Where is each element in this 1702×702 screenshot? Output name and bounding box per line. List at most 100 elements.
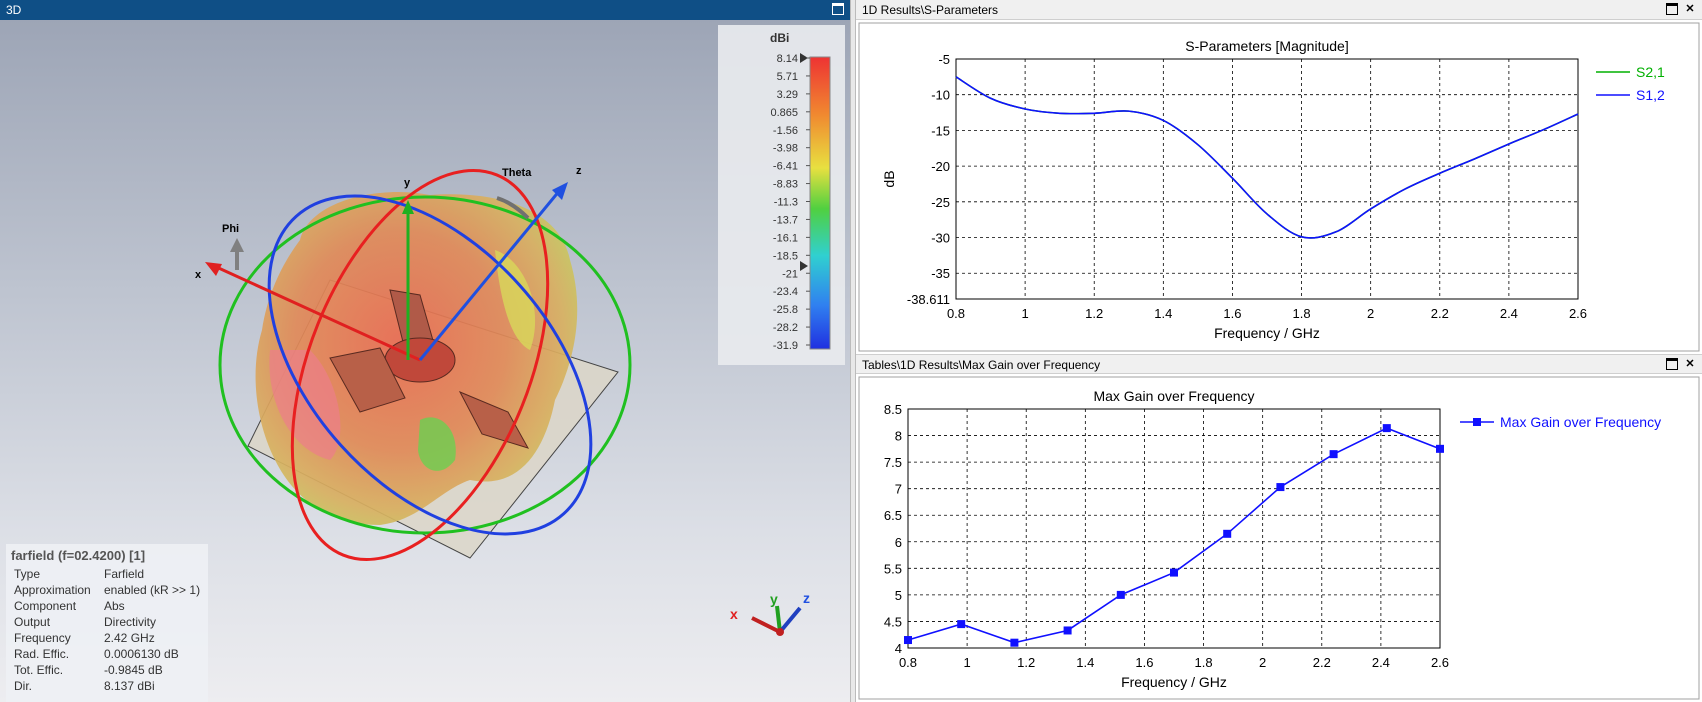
axis-label-x: x (195, 269, 202, 281)
x-tick-label: 0.8 (947, 306, 965, 321)
info-value: 8.137 dBi (104, 679, 155, 693)
x-tick-label: 2.6 (1431, 655, 1449, 670)
maxgain-panel-title: Tables\1D Results\Max Gain over Frequenc… (862, 358, 1101, 372)
y-tick-label: -35 (931, 266, 950, 281)
data-point (1436, 444, 1444, 453)
y-axis-label: dB (881, 170, 897, 187)
pattern-lobe (269, 350, 341, 460)
legend-marker-mid (800, 261, 808, 271)
info-value: -0.9845 dB (104, 663, 163, 677)
farfield-3d-view[interactable]: x y z Phi Theta x y z dBi 8.1 (0, 20, 850, 702)
farfield-info-box: farfield (f=02.4200) [1] Type Farfield App… (6, 544, 208, 702)
x-tick-label: 1.6 (1223, 306, 1241, 321)
x-tick-label: 1.4 (1154, 306, 1172, 321)
orientation-triad[interactable]: x y z (730, 590, 810, 636)
info-row: Component Abs (6, 598, 208, 614)
x-tick-label: 2.2 (1431, 306, 1449, 321)
info-row: Frequency 2.42 GHz (6, 630, 208, 646)
y-tick-label: -38.611 (907, 292, 950, 307)
color-legend-bar: dBi 8.14 5.71 3.29 0.865 -1.56 -3.98 -6.41 -8.8… (770, 31, 831, 352)
legend-tick-label: 3.29 (777, 89, 798, 101)
legend-entry: Max Gain over Frequency (1500, 414, 1661, 430)
phi-circle (218, 195, 632, 535)
legend-tick-label: -18.5 (773, 250, 798, 262)
x-tick-label: 2.6 (1569, 306, 1587, 321)
theta-arrow (496, 196, 530, 220)
axis-label-z: z (576, 165, 582, 177)
legend-marker-top (800, 53, 808, 63)
legend-tick-label: 5.71 (777, 71, 798, 83)
close-icon[interactable]: ✕ (1685, 3, 1695, 15)
legend-tick-label: -21 (782, 268, 798, 280)
x-tick-label: 1.4 (1076, 655, 1094, 670)
maxgain-chart[interactable]: Max Gain over Frequency 0.8 1 1.2 1.4 1.6 1.8 2… (856, 374, 1702, 702)
data-point (1170, 568, 1178, 577)
legend-tick-label: -16.1 (773, 232, 798, 244)
y-axis-arrow (402, 200, 414, 214)
info-row: Dir. 8.137 dBi (6, 678, 208, 694)
theta-circle (290, 169, 550, 561)
blue-circle (267, 194, 593, 536)
axis-label-theta: Theta (502, 167, 532, 179)
info-value: 2.42 GHz (104, 631, 155, 645)
maximize-icon[interactable] (1666, 358, 1678, 370)
close-icon[interactable]: ✕ (1685, 358, 1695, 370)
info-row: Rad. Effic. 0.0006130 dB (6, 646, 208, 662)
y-tick-label: 4.5 (884, 614, 902, 629)
panel-divider[interactable] (850, 0, 856, 702)
plot-area (907, 408, 1441, 649)
data-point (1116, 590, 1125, 599)
y-tick-label: 6.5 (884, 508, 902, 523)
color-gradient-bar (809, 56, 831, 350)
plot-area (955, 58, 1579, 300)
info-key: Frequency (14, 631, 71, 645)
x-tick-label: 1.2 (1017, 655, 1035, 670)
y-tick-label: 8 (895, 429, 902, 444)
legend-tick-label: -13.7 (773, 214, 798, 226)
info-value: Abs (104, 599, 125, 613)
maximize-icon[interactable] (832, 3, 844, 15)
y-tick-label: 7.5 (884, 455, 902, 470)
data-point (1063, 626, 1072, 635)
legend-unit: dBi (770, 31, 789, 45)
data-point (904, 636, 912, 645)
legend-tick-label: -25.8 (773, 304, 798, 316)
info-row: Output Directivity (6, 614, 208, 630)
triad-label-z: z (803, 590, 810, 606)
info-value: 0.0006130 dB (104, 647, 179, 661)
data-point (1010, 638, 1019, 647)
x-tick-label: 0.8 (899, 655, 917, 670)
legend-entry: S2,1 (1636, 64, 1665, 80)
maxgain-titlebar: Tables\1D Results\Max Gain over Frequenc… (856, 354, 1702, 374)
x-tick-label: 1 (963, 655, 970, 670)
data-point (1329, 450, 1338, 459)
info-key: Dir. (14, 679, 32, 693)
info-value: Directivity (104, 615, 157, 629)
panel-max-gain: Tables\1D Results\Max Gain over Frequenc… (856, 354, 1702, 702)
data-point (957, 620, 966, 629)
chart-frame (858, 22, 1700, 352)
y-tick-label: 5 (895, 588, 902, 603)
maximize-icon[interactable] (1666, 3, 1678, 15)
y-tick-label: 6 (895, 535, 902, 550)
info-row: Tot. Effic. -0.9845 dB (6, 662, 208, 678)
z-axis-arrow (552, 182, 568, 200)
x-tick-label: 1 (1021, 306, 1028, 321)
sparam-chart[interactable]: S-Parameters [Magnitude] 0.8 1 1.2 1.4 1.6 1.8… (856, 20, 1702, 354)
x-axis-label: Frequency / GHz (1214, 325, 1320, 341)
sparam-panel-title: 1D Results\S-Parameters (862, 3, 999, 17)
x-axis-line (211, 263, 421, 362)
info-key: Type (14, 567, 41, 581)
y-tick-label: -25 (931, 195, 950, 210)
x-tick-label: 2.4 (1372, 655, 1390, 670)
info-key: Approximation (14, 583, 91, 597)
pattern-yellow-patch (495, 250, 536, 350)
series-line (955, 76, 1579, 239)
x-tick-label: 2 (1367, 306, 1374, 321)
x-tick-label: 1.6 (1135, 655, 1153, 670)
legend-tick-label: -11.3 (774, 197, 798, 209)
panel-3d-title: 3D (6, 3, 22, 17)
legend-tick-label: 0.865 (770, 107, 798, 119)
info-key: Tot. Effic. (14, 663, 64, 677)
info-value: enabled (kR >> 1) (104, 583, 201, 597)
